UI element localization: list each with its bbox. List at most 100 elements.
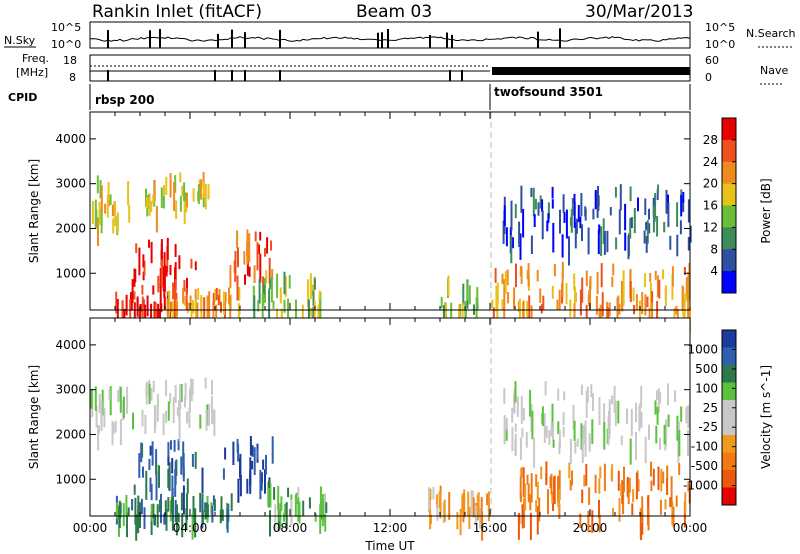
scatter-mark bbox=[158, 465, 160, 488]
scatter-mark bbox=[568, 462, 571, 479]
scatter-mark bbox=[130, 292, 132, 306]
scatter-mark bbox=[144, 414, 147, 435]
scatter-mark bbox=[264, 469, 266, 494]
scatter-mark bbox=[160, 187, 163, 208]
scatter-mark bbox=[114, 420, 117, 433]
scatter-mark bbox=[614, 186, 617, 198]
scatter-mark bbox=[685, 277, 688, 296]
colorbar-tick-label: -100 bbox=[691, 440, 718, 454]
scatter-mark bbox=[174, 461, 177, 485]
colorbar-segment bbox=[722, 365, 736, 383]
scatter-mark bbox=[154, 302, 157, 329]
scatter-mark bbox=[689, 225, 692, 243]
scatter-mark bbox=[150, 242, 153, 264]
scatter-mark bbox=[287, 298, 290, 326]
scatter-mark bbox=[142, 466, 144, 478]
scatter-mark bbox=[510, 200, 513, 231]
scatter-mark bbox=[160, 239, 163, 267]
scatter-mark bbox=[191, 454, 194, 467]
station-title: Rankin Inlet (fitACF) bbox=[92, 2, 262, 22]
colorbar-tick-label: -25 bbox=[698, 420, 718, 434]
scatter-mark bbox=[553, 475, 556, 505]
scatter-mark bbox=[603, 463, 606, 491]
scatter-mark bbox=[185, 202, 188, 213]
scatter-mark bbox=[680, 194, 683, 217]
nsky-axis-top: 10^5 bbox=[51, 21, 81, 34]
scatter-mark bbox=[172, 496, 174, 519]
scatter-mark bbox=[138, 453, 141, 478]
scatter-mark bbox=[267, 481, 270, 508]
scatter-mark bbox=[212, 302, 215, 330]
scatter-mark bbox=[649, 272, 652, 282]
scatter-mark bbox=[589, 280, 591, 310]
colorbar-tick-label: 24 bbox=[703, 155, 718, 169]
scatter-mark bbox=[307, 299, 310, 328]
scatter-mark bbox=[670, 476, 673, 507]
scatter-mark bbox=[512, 237, 514, 249]
colorbar-segment bbox=[722, 118, 736, 141]
scatter-mark bbox=[542, 295, 545, 310]
scatter-mark bbox=[581, 277, 584, 303]
colorbar-segment bbox=[722, 452, 736, 471]
scatter-mark bbox=[561, 261, 564, 279]
scatter-mark bbox=[259, 231, 262, 241]
scatter-mark bbox=[644, 436, 647, 464]
scatter-mark bbox=[557, 496, 560, 507]
scatter-mark bbox=[533, 437, 536, 468]
scatter-mark bbox=[246, 245, 249, 265]
scatter-mark bbox=[638, 406, 641, 432]
scatter-mark bbox=[308, 497, 311, 509]
scatter-mark bbox=[90, 389, 93, 409]
scatter-mark bbox=[107, 182, 110, 200]
scatter-mark bbox=[684, 292, 687, 302]
scatter-mark bbox=[158, 499, 161, 512]
scatter-mark bbox=[183, 200, 186, 224]
scatter-mark bbox=[278, 509, 281, 522]
scatter-mark bbox=[545, 461, 548, 483]
scatter-mark bbox=[149, 477, 152, 492]
scatter-mark bbox=[263, 285, 265, 296]
colorbar-tick-label: 1000 bbox=[687, 342, 718, 356]
scatter-mark bbox=[583, 474, 586, 487]
scatter-mark bbox=[648, 424, 650, 440]
scatter-mark bbox=[675, 495, 678, 507]
scatter-mark bbox=[569, 438, 572, 464]
scatter-mark bbox=[540, 466, 543, 480]
scatter-mark bbox=[563, 212, 566, 223]
scatter-mark bbox=[210, 396, 213, 414]
scatter-mark bbox=[576, 438, 579, 447]
scatter-mark bbox=[584, 420, 587, 431]
scatter-mark bbox=[496, 282, 499, 305]
scatter-mark bbox=[574, 286, 576, 304]
scatter-mark bbox=[561, 271, 564, 297]
scatter-mark bbox=[581, 489, 584, 504]
freq-dense-band bbox=[492, 67, 690, 75]
scatter-mark bbox=[669, 235, 672, 250]
scatter-mark bbox=[171, 458, 174, 474]
scatter-mark bbox=[539, 288, 542, 303]
scatter-mark bbox=[673, 307, 676, 324]
nsky-label: N.Sky bbox=[4, 34, 36, 47]
scatter-mark bbox=[175, 200, 178, 220]
scatter-mark bbox=[168, 290, 171, 321]
scatter-mark bbox=[181, 185, 184, 197]
cpid-panel: CPID rbsp 200 twofsound 3501 bbox=[8, 84, 691, 110]
scatter-mark bbox=[687, 430, 689, 456]
cpid-label: CPID bbox=[8, 91, 37, 104]
scatter-mark bbox=[540, 304, 543, 314]
scatter-mark bbox=[561, 234, 564, 258]
scatter-mark bbox=[443, 499, 446, 522]
scatter-mark bbox=[148, 458, 151, 470]
scatter-mark bbox=[142, 254, 145, 268]
scatter-mark bbox=[249, 436, 252, 456]
colorbar-segment bbox=[722, 347, 736, 366]
scatter-mark bbox=[246, 478, 249, 494]
scatter-mark bbox=[215, 304, 218, 318]
nave-label: Nave bbox=[760, 64, 788, 77]
scatter-mark bbox=[606, 302, 608, 319]
scatter-mark bbox=[664, 285, 667, 307]
scatter-mark bbox=[188, 407, 191, 428]
scatter-mark bbox=[140, 442, 143, 463]
scatter-mark bbox=[573, 201, 576, 228]
scatter-mark bbox=[515, 263, 517, 288]
